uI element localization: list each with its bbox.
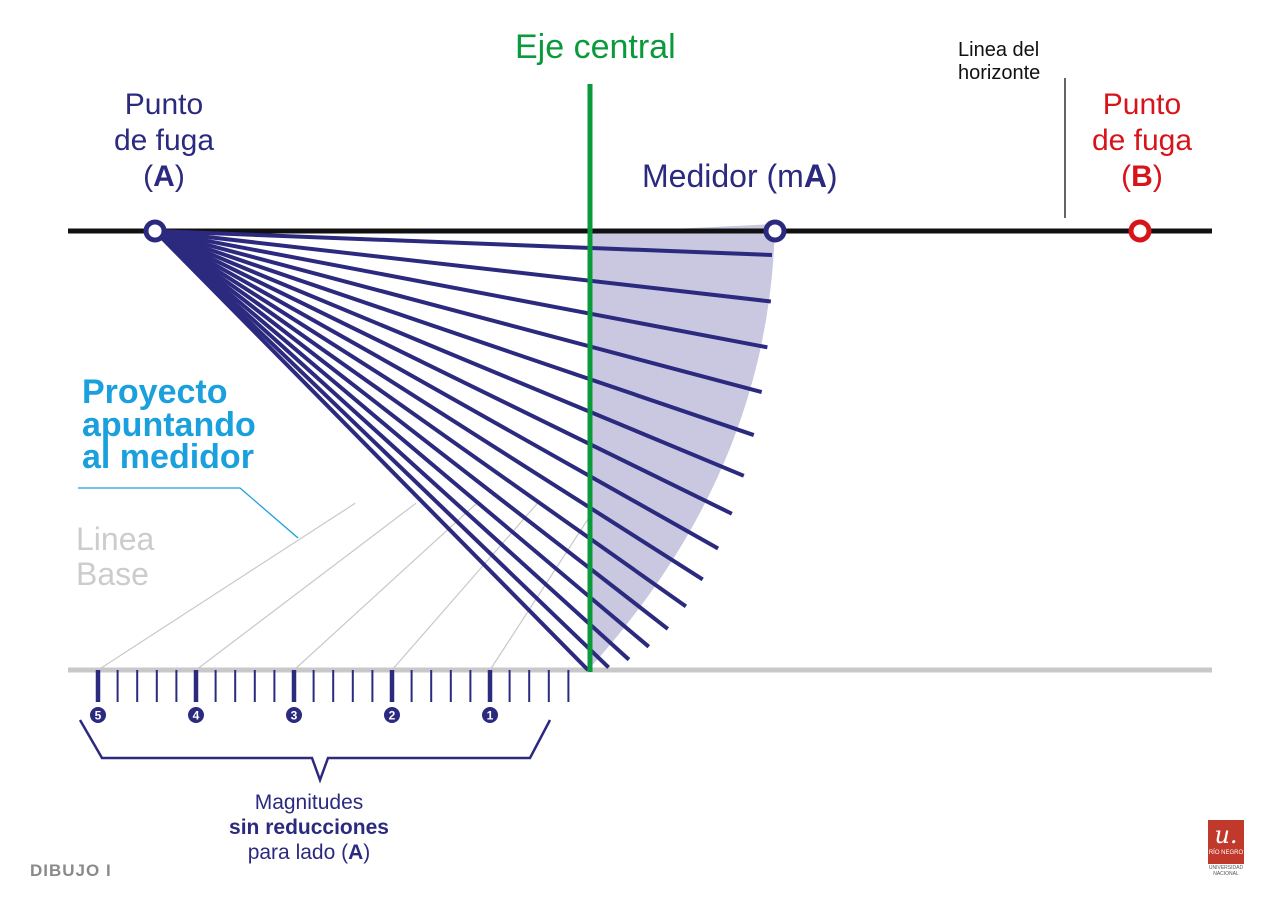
footer-course-label: DIBUJO I: [30, 861, 112, 880]
fan-ray: [153, 229, 670, 631]
fan-ray: [154, 229, 745, 478]
horizon-label-line2: horizonte: [958, 62, 1041, 84]
scale-number-text: 5: [95, 709, 102, 723]
fan-ray: [154, 229, 763, 394]
logo-sub-2: NACIONAL: [1213, 871, 1239, 877]
proyecto-line1: Proyecto: [82, 373, 228, 411]
vp-a-line1: Punto: [124, 88, 204, 121]
base-line-label-1: Linea: [76, 521, 155, 557]
measuring-point-ma: [763, 219, 787, 243]
logo-sub-1: UNIVERSIDAD: [1208, 865, 1244, 871]
vp-a-line3: (A): [143, 160, 185, 193]
central-axis-label: Eje central: [515, 28, 676, 66]
logo-text: RÍO NEGRO: [1208, 850, 1244, 856]
projector-line: [293, 502, 478, 671]
vp-b-letter: B: [1131, 160, 1153, 193]
scale-number-marker: 3: [286, 707, 302, 723]
proyecto-line2: apuntando: [82, 405, 256, 444]
scale-number-text: 3: [291, 709, 298, 723]
proyecto-leader-line: [78, 487, 299, 539]
fan-ray: [154, 229, 720, 551]
vanishing-point-a-label: Punto de fuga (A): [94, 90, 234, 198]
vanishing-point-a: [143, 219, 167, 243]
base-line-label-2: Base: [76, 556, 149, 593]
university-logo: u. RÍO NEGRO: [1208, 820, 1244, 864]
logo-subtext: UNIVERSIDAD NACIONAL: [1204, 865, 1248, 877]
vanishing-point-b-label: Punto de fuga (B): [1072, 90, 1212, 198]
proyecto-label: Proyecto apuntando al medidor: [82, 373, 256, 477]
magnitudes-line3: para lado (A): [247, 841, 371, 865]
magnitudes-line2: sin reducciones: [229, 816, 389, 840]
base-line-label: Linea Base: [76, 521, 155, 593]
measuring-arc-area: [588, 224, 775, 670]
scale-number-text: 2: [389, 709, 396, 723]
fan-ray: [154, 229, 772, 304]
fan-ray: [153, 229, 651, 649]
magnitudes-letter: A: [348, 841, 364, 865]
fan-ray: [154, 229, 773, 257]
projector-line: [195, 502, 417, 671]
fan-ray: [154, 229, 733, 516]
scale-number-marker: 2: [384, 707, 400, 723]
scale-number-text: 4: [193, 709, 200, 723]
fan-ray: [153, 229, 610, 669]
magnitudes-label: Magnitudes sin reducciones para lado (A): [196, 790, 422, 866]
horizon-label: Linea del horizonte: [958, 39, 1040, 85]
fan-ray: [153, 229, 590, 672]
vp-b-line1: Punto: [1102, 88, 1182, 121]
horizon-label-line1: Linea del: [958, 39, 1040, 61]
scale-number-marker: 5: [90, 707, 106, 723]
fan-ray: [153, 229, 688, 609]
projector-line: [97, 502, 356, 671]
magnitudes-line1: Magnitudes: [254, 791, 364, 814]
fan-ray: [153, 229, 631, 662]
proyecto-line3: al medidor: [82, 438, 254, 477]
fan-ray: [153, 229, 704, 582]
fan-ray: [154, 229, 755, 437]
vanishing-point-b: [1128, 219, 1152, 243]
vp-a-letter: A: [153, 160, 175, 193]
magnitudes-brace: [78, 719, 552, 784]
scale-number-marker: 1: [482, 707, 498, 723]
vp-a-line2: de fuga: [113, 124, 215, 157]
logo-mark: u.: [1214, 821, 1238, 849]
fan-ray: [154, 229, 768, 350]
vp-b-line3: (B): [1121, 160, 1163, 193]
measuring-point-label: Medidor (mA): [642, 158, 838, 194]
vp-b-line2: de fuga: [1091, 124, 1193, 157]
scale-number-text: 1: [487, 709, 494, 723]
scale-number-marker: 4: [188, 707, 204, 723]
medidor-letter: A: [803, 158, 827, 194]
